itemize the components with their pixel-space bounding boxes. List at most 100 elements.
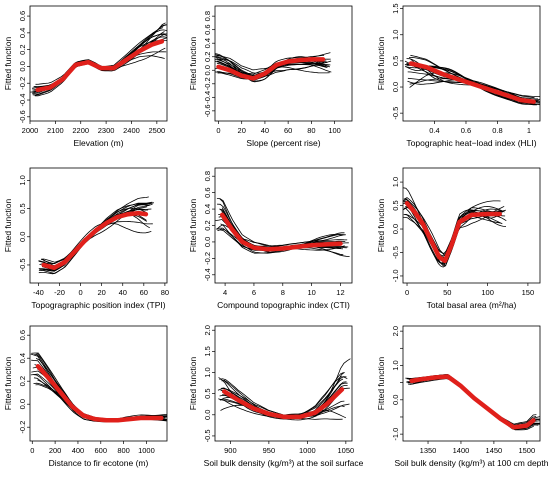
plot-frame <box>402 167 541 284</box>
x-tick-label: 1050 <box>337 446 354 455</box>
y-tick-label: 0.5 <box>391 200 400 210</box>
y-tick-label: -0.5 <box>203 429 212 442</box>
plot-frame <box>214 167 353 284</box>
y-tick-label: 0.8 <box>203 11 212 21</box>
x-tick-label: 400 <box>72 446 85 455</box>
x-tick-label: 600 <box>95 446 108 455</box>
y-tick-label: -0.2 <box>18 77 27 90</box>
y-tick-label: 2.0 <box>203 325 212 335</box>
y-axis-label: Fitted function <box>188 199 198 253</box>
x-tick-label: 1500 <box>518 446 535 455</box>
x-tick-label: 1 <box>527 126 531 135</box>
plot-frame <box>214 325 353 442</box>
panel-4: -40 -20 0 20 40 60 80 -0.5 0.0 0.5 1.0 Topogragraph… <box>3 167 169 310</box>
y-tick-label: 0.6 <box>203 187 212 197</box>
y-tick-label: 0.0 <box>18 61 27 71</box>
y-tick-label: 0.0 <box>391 395 400 405</box>
x-tick-label: 12 <box>336 288 344 297</box>
x-tick-label: 100 <box>328 126 341 135</box>
x-tick-label: 900 <box>224 446 237 455</box>
y-tick-label: -0.6 <box>203 104 212 117</box>
y-tick-label: 1.0 <box>203 367 212 377</box>
y-axis-label: Fitted function <box>3 37 13 91</box>
ensemble-curve <box>409 376 536 427</box>
plot-frame <box>29 167 168 284</box>
x-tick-label: 0.4 <box>429 126 439 135</box>
ensemble-curves <box>30 352 167 423</box>
x-tick-label: 2300 <box>98 126 115 135</box>
y-tick-label: 0.0 <box>391 82 400 92</box>
ensemble-curves <box>405 374 540 431</box>
ensemble-curve <box>216 229 342 250</box>
x-tick-label: 2200 <box>72 126 89 135</box>
y-tick-label: 0.4 <box>18 353 27 363</box>
ensemble-curve <box>404 200 501 268</box>
y-axis-label: Fitted function <box>3 199 13 253</box>
x-axis-label: Distance to fir ecotone (m) <box>49 458 149 468</box>
ensemble-curve <box>404 197 504 264</box>
y-tick-label: 0.0 <box>18 399 27 409</box>
x-tick-label: 50 <box>443 288 451 297</box>
ensemble-curve <box>410 375 536 427</box>
y-tick-label: 0.4 <box>203 204 212 214</box>
plot-frame <box>214 5 353 122</box>
panel-6: 0 50 100 150 -1.0 -0.5 0.0 0.5 1.0 Total basal ar… <box>376 167 541 310</box>
fitted-mean-curve <box>216 57 326 81</box>
x-tick-label: 20 <box>238 126 246 135</box>
ensemble-curve <box>408 56 540 105</box>
y-tick-label: 0.5 <box>18 203 27 213</box>
x-axis-label: Topogragraphic position index (TPI) <box>31 300 165 310</box>
x-tick-label: 1000 <box>299 446 316 455</box>
ensemble-curve <box>408 378 537 425</box>
x-tick-label: 800 <box>117 446 130 455</box>
x-tick-label: 40 <box>119 288 127 297</box>
x-tick-label: 60 <box>284 126 292 135</box>
x-tick-label: 100 <box>481 288 494 297</box>
x-tick-label: 80 <box>307 126 315 135</box>
panel-8: 900 950 1000 1050 -0.5 0.0 0.5 1.0 1.5 2.0 Soil bu… <box>188 325 364 468</box>
ensemble-curve <box>404 199 500 262</box>
y-axis-label: Fitted function <box>376 199 386 253</box>
y-tick-label: 0.2 <box>203 52 212 62</box>
y-tick-label: 0.0 <box>391 224 400 234</box>
ensemble-curves <box>38 196 154 275</box>
fitted-mean-curve <box>41 210 149 271</box>
y-tick-label: 0.0 <box>203 410 212 420</box>
y-tick-label: 0.5 <box>203 388 212 398</box>
y-tick-label: 1.0 <box>18 175 27 185</box>
plot-frame <box>29 325 168 442</box>
ensemble-curve <box>410 375 540 429</box>
ensemble-curve <box>30 353 167 421</box>
ensemble-curve <box>215 56 332 77</box>
ensemble-curve <box>405 375 539 430</box>
y-axis-label: Fitted function <box>3 357 13 411</box>
fitted-mean-curve <box>408 61 536 104</box>
x-tick-label: 80 <box>161 288 169 297</box>
x-axis-label: Soil bulk density (kg/m³) at 100 cm dept… <box>394 458 548 468</box>
y-tick-label: 0.6 <box>18 330 27 340</box>
y-tick-label: -0.2 <box>203 252 212 265</box>
x-tick-label: 40 <box>261 126 269 135</box>
panel-1: 2000 2100 2200 2300 2400 2500 -0.6 -0.4 -0.2 0.0 0… <box>3 5 168 148</box>
y-tick-label: 1.0 <box>391 360 400 370</box>
ensemble-curve <box>411 374 535 429</box>
y-tick-label: 0.6 <box>203 24 212 34</box>
panel-7: 0 200 400 600 800 1000 -0.2 0.0 0.2 0.4 0.6 Distanc… <box>3 325 168 468</box>
ensemble-curve <box>32 22 166 94</box>
ensemble-curve <box>409 375 540 429</box>
y-tick-label: 1.0 <box>391 177 400 187</box>
ensemble-curve <box>31 352 167 422</box>
ensemble-curve <box>408 377 540 428</box>
y-tick-label: 0.6 <box>18 11 27 21</box>
y-tick-label: -0.2 <box>203 77 212 90</box>
y-axis-label: Fitted function <box>188 37 198 91</box>
x-tick-label: 6 <box>252 288 256 297</box>
x-tick-label: 150 <box>522 288 535 297</box>
y-axis-label: Fitted function <box>376 37 386 91</box>
y-axis-label: Fitted function <box>188 357 198 411</box>
x-tick-label: 2400 <box>123 126 140 135</box>
x-tick-label: 1400 <box>453 446 470 455</box>
x-tick-label: 200 <box>49 446 62 455</box>
y-tick-label: -0.4 <box>203 268 212 281</box>
fitted-mean-curve <box>219 212 343 252</box>
